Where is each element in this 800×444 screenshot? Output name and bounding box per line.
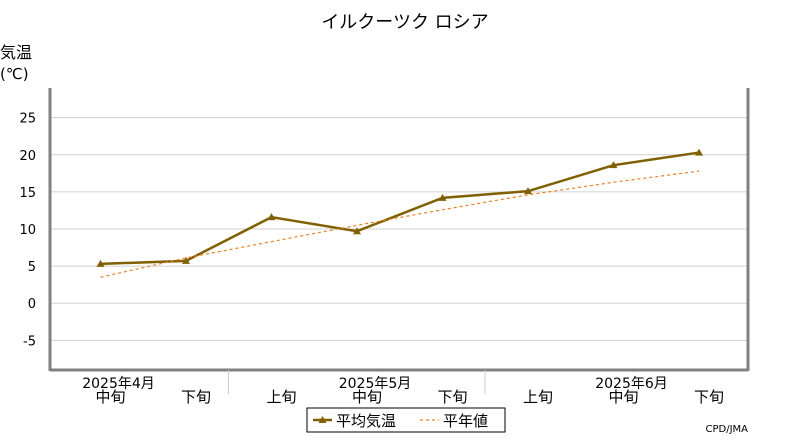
series-line [100,151,700,266]
month-label: 2025年6月 [595,376,668,392]
data-point [695,148,703,156]
credit-text: CPD/JMA [706,424,749,435]
y-tick-label: 15 [19,186,36,201]
legend-box [306,407,506,433]
x-tick-label: 下旬 [181,388,211,406]
legend-marker [318,416,327,423]
series-line [100,170,700,278]
y-tick-label: 0 [28,297,36,312]
plot-area: -5 0 5 10 15 20 25 中旬 下旬 上旬 中旬 下旬 上旬 中旬 下旬 2025年4月 2025年… [19,88,750,406]
data-point [609,161,618,169]
data-point [182,256,190,264]
y-tick-label: 25 [19,112,36,127]
y-axis-unit: (℃) [0,65,29,83]
x-tick-label: 下旬 [694,388,724,406]
x-tick-label: 中旬 [608,388,638,406]
x-tick-label: 中旬 [352,388,382,406]
y-tick-label: 5 [28,260,36,275]
data-point [96,259,105,267]
y-tick-label: -5 [23,334,36,349]
month-label: 2025年5月 [339,376,412,392]
y-tick-label: 10 [19,223,36,238]
y-axis-label: 気温 [0,43,32,62]
data-point [524,187,532,195]
legend: 平均気温 平年値 [306,407,506,433]
y-tick-label: 20 [19,149,36,164]
data-point [438,193,447,201]
data-point [353,227,361,235]
chart-title: イルクーツク ロシア [321,12,488,33]
legend-label: 平年値 [443,412,488,430]
x-tick-label: 中旬 [95,388,125,406]
data-point [267,213,276,221]
legend-label: 平均気温 [336,412,396,430]
x-tick-label: 下旬 [437,388,467,406]
x-tick-label: 上旬 [266,388,296,406]
month-label: 2025年4月 [82,376,155,392]
x-tick-label: 上旬 [523,388,553,406]
